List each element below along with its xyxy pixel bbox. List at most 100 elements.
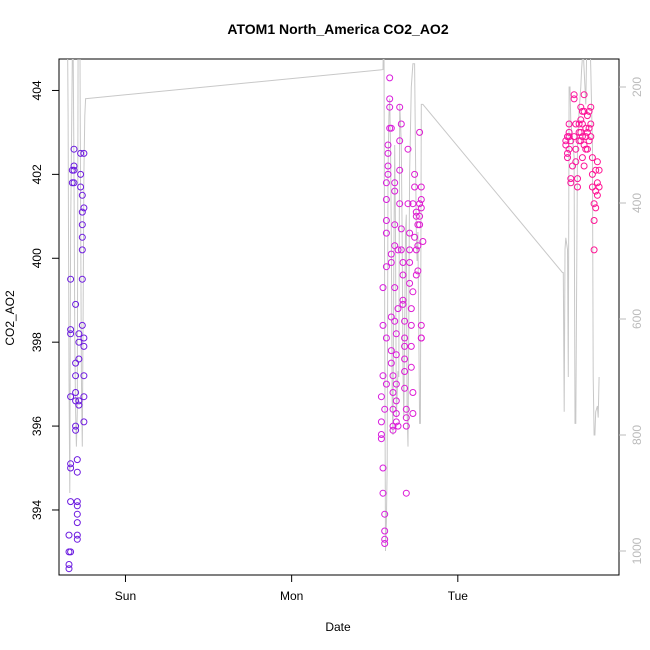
data-point [80,149,88,157]
y-tick-label: 396 [30,416,44,436]
data-point [75,401,83,409]
data-point [407,363,415,371]
data-point [391,317,399,325]
data-point [417,196,425,203]
data-point [384,170,392,178]
y2-tick-label: 1000 [630,537,644,564]
data-point [382,263,390,271]
data-point [67,275,75,283]
data-point [396,166,404,174]
data-point [73,535,81,543]
data-point [570,133,578,141]
y-tick-label: 398 [30,332,44,352]
data-point [396,200,404,208]
data-point [391,284,399,292]
data-point [580,141,588,149]
data-point [377,435,385,443]
data-point [67,460,75,468]
data-point [384,162,392,170]
data-point [412,208,420,216]
data-point [582,124,590,132]
data-point [389,405,397,413]
data-point [578,154,586,162]
data-point [78,246,86,254]
data-point [80,393,88,401]
data-point [416,128,424,136]
y2-tick-label: 400 [630,193,644,213]
data-point [72,372,80,380]
y2-tick-label: 600 [630,309,644,329]
x-tick-label: Sun [115,589,136,603]
data-point [80,334,88,342]
data-point [411,233,419,241]
data-point [411,170,419,178]
data-point [73,531,81,539]
data-point [397,246,405,254]
data-point [407,342,415,350]
data-point [382,179,390,187]
data-point [416,212,424,220]
data-point [391,179,399,187]
plot-box [58,58,620,576]
data-point [564,149,571,157]
data-point [72,389,80,396]
data-point [406,246,414,254]
data-point [392,380,400,388]
data-point [583,112,591,120]
data-point [392,397,400,405]
data-point [65,565,73,573]
data-point [399,300,407,308]
data-point [401,355,409,363]
data-point [564,154,571,162]
data-point [381,405,389,413]
data-point [578,120,586,128]
data-point [382,334,390,342]
data-point [588,154,596,162]
data-point [381,527,389,535]
data-point [587,120,595,128]
data-point [80,204,88,212]
data-point [397,120,405,128]
data-point [386,95,394,103]
data-point [67,498,75,506]
data-point [587,133,595,141]
data-point [404,145,412,153]
data-point [404,200,412,208]
plot-data [65,59,603,573]
data-point [392,410,400,417]
data-point [412,246,420,254]
data-point [78,191,86,199]
data-point [593,179,601,187]
data-point [391,242,399,250]
data-point [382,229,390,237]
data-point [577,128,585,136]
data-point [407,321,415,329]
data-point [65,531,73,539]
data-point [565,145,573,153]
data-point [382,380,390,388]
y-tick-label: 404 [30,80,44,100]
data-point [577,103,585,111]
data-point [387,359,395,367]
data-point [70,179,78,187]
data-point [78,233,86,241]
y-tick-label: 394 [30,500,44,520]
data-point [381,510,389,518]
data-point [379,372,387,380]
data-point [386,74,394,82]
data-point [77,170,85,178]
data-point [379,321,387,329]
data-point [70,145,78,153]
data-point [567,179,575,187]
data-point [75,355,83,363]
data-point [75,330,83,338]
x-tick-label: Tue [448,589,469,603]
data-point [592,204,600,212]
data-point [565,128,573,136]
y-axis-label: CO2_AO2 [3,290,17,346]
data-point [387,259,395,266]
data-point [417,334,425,342]
data-point [77,149,85,157]
data-point [577,137,585,145]
